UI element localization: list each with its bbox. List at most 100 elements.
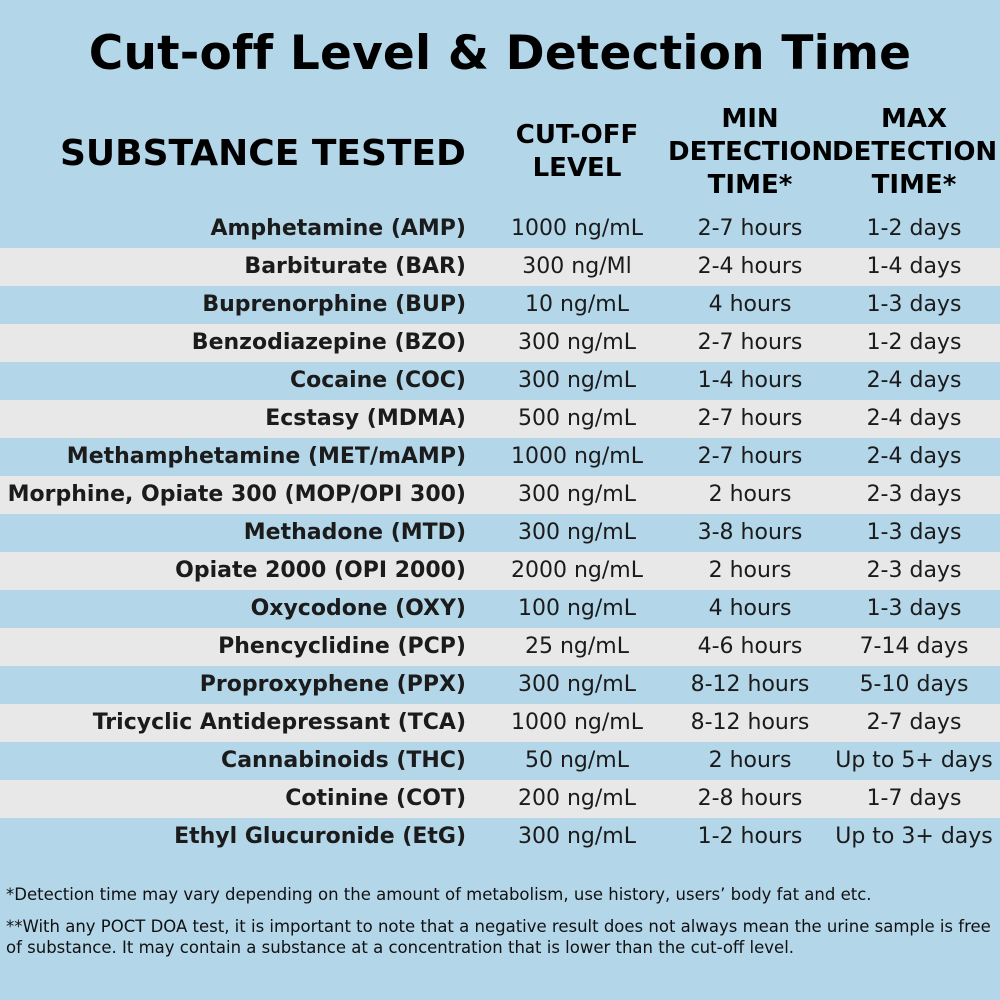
substance-name: Ethyl Glucuronide (EtG) — [174, 824, 466, 849]
header-max-line-3: TIME* — [871, 170, 957, 200]
substance-name: Methadone (MTD) — [243, 520, 466, 545]
table-row: Ecstasy (MDMA) 500 ng/mL 2-7 hours 2-4 d… — [0, 400, 1000, 438]
cutoff-level: 300 ng/Ml — [522, 254, 632, 279]
table-row: Morphine, Opiate 300 (MOP/OPI 300) 300 n… — [0, 476, 1000, 514]
min-detection-time: 2-7 hours — [697, 444, 803, 469]
cutoff-level: 1000 ng/mL — [511, 216, 643, 241]
header-max-detection-time: MAX DETECTION TIME* — [832, 103, 998, 202]
max-detection-time: 2-3 days — [866, 482, 962, 507]
page-title: Cut-off Level & Detection Time — [88, 26, 912, 81]
max-detection-time: 5-10 days — [859, 672, 969, 697]
cutoff-level: 300 ng/mL — [518, 330, 636, 355]
table-row: Proproxyphene (PPX) 300 ng/mL 8-12 hours… — [0, 666, 1000, 704]
table-row: Oxycodone (OXY) 100 ng/mL 4 hours 1-3 da… — [0, 590, 1000, 628]
table-row: Opiate 2000 (OPI 2000) 2000 ng/mL 2 hour… — [0, 552, 1000, 590]
substance-name: Cocaine (COC) — [289, 368, 466, 393]
substance-name: Opiate 2000 (OPI 2000) — [175, 558, 466, 583]
max-detection-time: 7-14 days — [859, 634, 969, 659]
cutoff-level: 1000 ng/mL — [511, 710, 643, 735]
header-cutoff-level: CUT-OFF LEVEL — [492, 119, 662, 185]
footnote-detection-time: *Detection time may vary depending on th… — [6, 885, 872, 904]
min-detection-time: 2-4 hours — [697, 254, 803, 279]
max-detection-time: 1-4 days — [866, 254, 962, 279]
substance-name: Proproxyphene (PPX) — [199, 672, 466, 697]
cutoff-level: 200 ng/mL — [518, 786, 636, 811]
cutoff-level: 10 ng/mL — [525, 292, 629, 317]
min-detection-time: 2-7 hours — [697, 330, 803, 355]
substance-name: Amphetamine (AMP) — [210, 216, 466, 241]
table-row: Methamphetamine (MET/mAMP) 1000 ng/mL 2-… — [0, 438, 1000, 476]
substance-name: Cannabinoids (THC) — [221, 748, 466, 773]
substance-name: Cotinine (COT) — [285, 786, 466, 811]
header-min-line-2: DETECTION — [668, 137, 834, 167]
table-row: Phencyclidine (PCP) 25 ng/mL 4-6 hours 7… — [0, 628, 1000, 666]
substance-name: Methamphetamine (MET/mAMP) — [66, 444, 466, 469]
table-row: Cotinine (COT) 200 ng/mL 2-8 hours 1-7 d… — [0, 780, 1000, 818]
substance-table: Amphetamine (AMP) 1000 ng/mL 2-7 hours 1… — [0, 210, 1000, 856]
cutoff-level: 300 ng/mL — [518, 520, 636, 545]
max-detection-time: 2-4 days — [866, 444, 962, 469]
min-detection-time: 2 hours — [708, 482, 792, 507]
min-detection-time: 8-12 hours — [690, 672, 810, 697]
header-min-line-1: MIN — [721, 104, 779, 134]
header-cutoff-line-1: CUT-OFF — [515, 120, 639, 150]
substance-name: Benzodiazepine (BZO) — [191, 330, 466, 355]
cutoff-level: 25 ng/mL — [525, 634, 629, 659]
max-detection-time: 1-3 days — [866, 292, 962, 317]
max-detection-time: 1-2 days — [866, 330, 962, 355]
cutoff-level: 300 ng/mL — [518, 368, 636, 393]
cutoff-level: 2000 ng/mL — [511, 558, 643, 583]
header-max-line-2: DETECTION — [832, 137, 998, 167]
max-detection-time: 2-3 days — [866, 558, 962, 583]
substance-name: Oxycodone (OXY) — [250, 596, 466, 621]
min-detection-time: 2 hours — [708, 558, 792, 583]
table-row: Buprenorphine (BUP) 10 ng/mL 4 hours 1-3… — [0, 286, 1000, 324]
max-detection-time: Up to 3+ days — [835, 824, 993, 849]
cutoff-level: 300 ng/mL — [518, 672, 636, 697]
header-substance-tested: SUBSTANCE TESTED — [60, 133, 466, 174]
min-detection-time: 4-6 hours — [697, 634, 803, 659]
table-row: Amphetamine (AMP) 1000 ng/mL 2-7 hours 1… — [0, 210, 1000, 248]
cutoff-level: 300 ng/mL — [518, 824, 636, 849]
max-detection-time: Up to 5+ days — [835, 748, 993, 773]
max-detection-time: 2-4 days — [866, 406, 962, 431]
min-detection-time: 4 hours — [708, 596, 792, 621]
substance-name: Morphine, Opiate 300 (MOP/OPI 300) — [7, 482, 466, 507]
substance-name: Ecstasy (MDMA) — [265, 406, 466, 431]
min-detection-time: 2 hours — [708, 748, 792, 773]
max-detection-time: 1-7 days — [866, 786, 962, 811]
substance-name: Tricyclic Antidepressant (TCA) — [92, 710, 466, 735]
max-detection-time: 1-2 days — [866, 216, 962, 241]
max-detection-time: 1-3 days — [866, 596, 962, 621]
substance-name: Phencyclidine (PCP) — [218, 634, 466, 659]
min-detection-time: 3-8 hours — [697, 520, 803, 545]
table-row: Ethyl Glucuronide (EtG) 300 ng/mL 1-2 ho… — [0, 818, 1000, 856]
table-row: Benzodiazepine (BZO) 300 ng/mL 2-7 hours… — [0, 324, 1000, 362]
table-row: Cannabinoids (THC) 50 ng/mL 2 hours Up t… — [0, 742, 1000, 780]
min-detection-time: 2-7 hours — [697, 406, 803, 431]
cutoff-level: 500 ng/mL — [518, 406, 636, 431]
substance-name: Barbiturate (BAR) — [244, 254, 466, 279]
min-detection-time: 2-8 hours — [697, 786, 803, 811]
header-min-line-3: TIME* — [707, 170, 793, 200]
cutoff-level: 1000 ng/mL — [511, 444, 643, 469]
header-min-detection-time: MIN DETECTION TIME* — [668, 103, 834, 202]
min-detection-time: 1-4 hours — [697, 368, 803, 393]
header-max-line-1: MAX — [880, 104, 948, 134]
min-detection-time: 8-12 hours — [690, 710, 810, 735]
substance-name: Buprenorphine (BUP) — [202, 292, 466, 317]
cutoff-level: 100 ng/mL — [518, 596, 636, 621]
max-detection-time: 1-3 days — [866, 520, 962, 545]
footnote-negative-result: **With any POCT DOA test, it is importan… — [6, 917, 991, 957]
max-detection-time: 2-7 days — [866, 710, 962, 735]
min-detection-time: 4 hours — [708, 292, 792, 317]
header-cutoff-line-2: LEVEL — [532, 153, 622, 183]
cutoff-level: 50 ng/mL — [525, 748, 629, 773]
table-row: Methadone (MTD) 300 ng/mL 3-8 hours 1-3 … — [0, 514, 1000, 552]
min-detection-time: 1-2 hours — [697, 824, 803, 849]
table-row: Barbiturate (BAR) 300 ng/Ml 2-4 hours 1-… — [0, 248, 1000, 286]
max-detection-time: 2-4 days — [866, 368, 962, 393]
cutoff-level: 300 ng/mL — [518, 482, 636, 507]
table-row: Tricyclic Antidepressant (TCA) 1000 ng/m… — [0, 704, 1000, 742]
min-detection-time: 2-7 hours — [697, 216, 803, 241]
